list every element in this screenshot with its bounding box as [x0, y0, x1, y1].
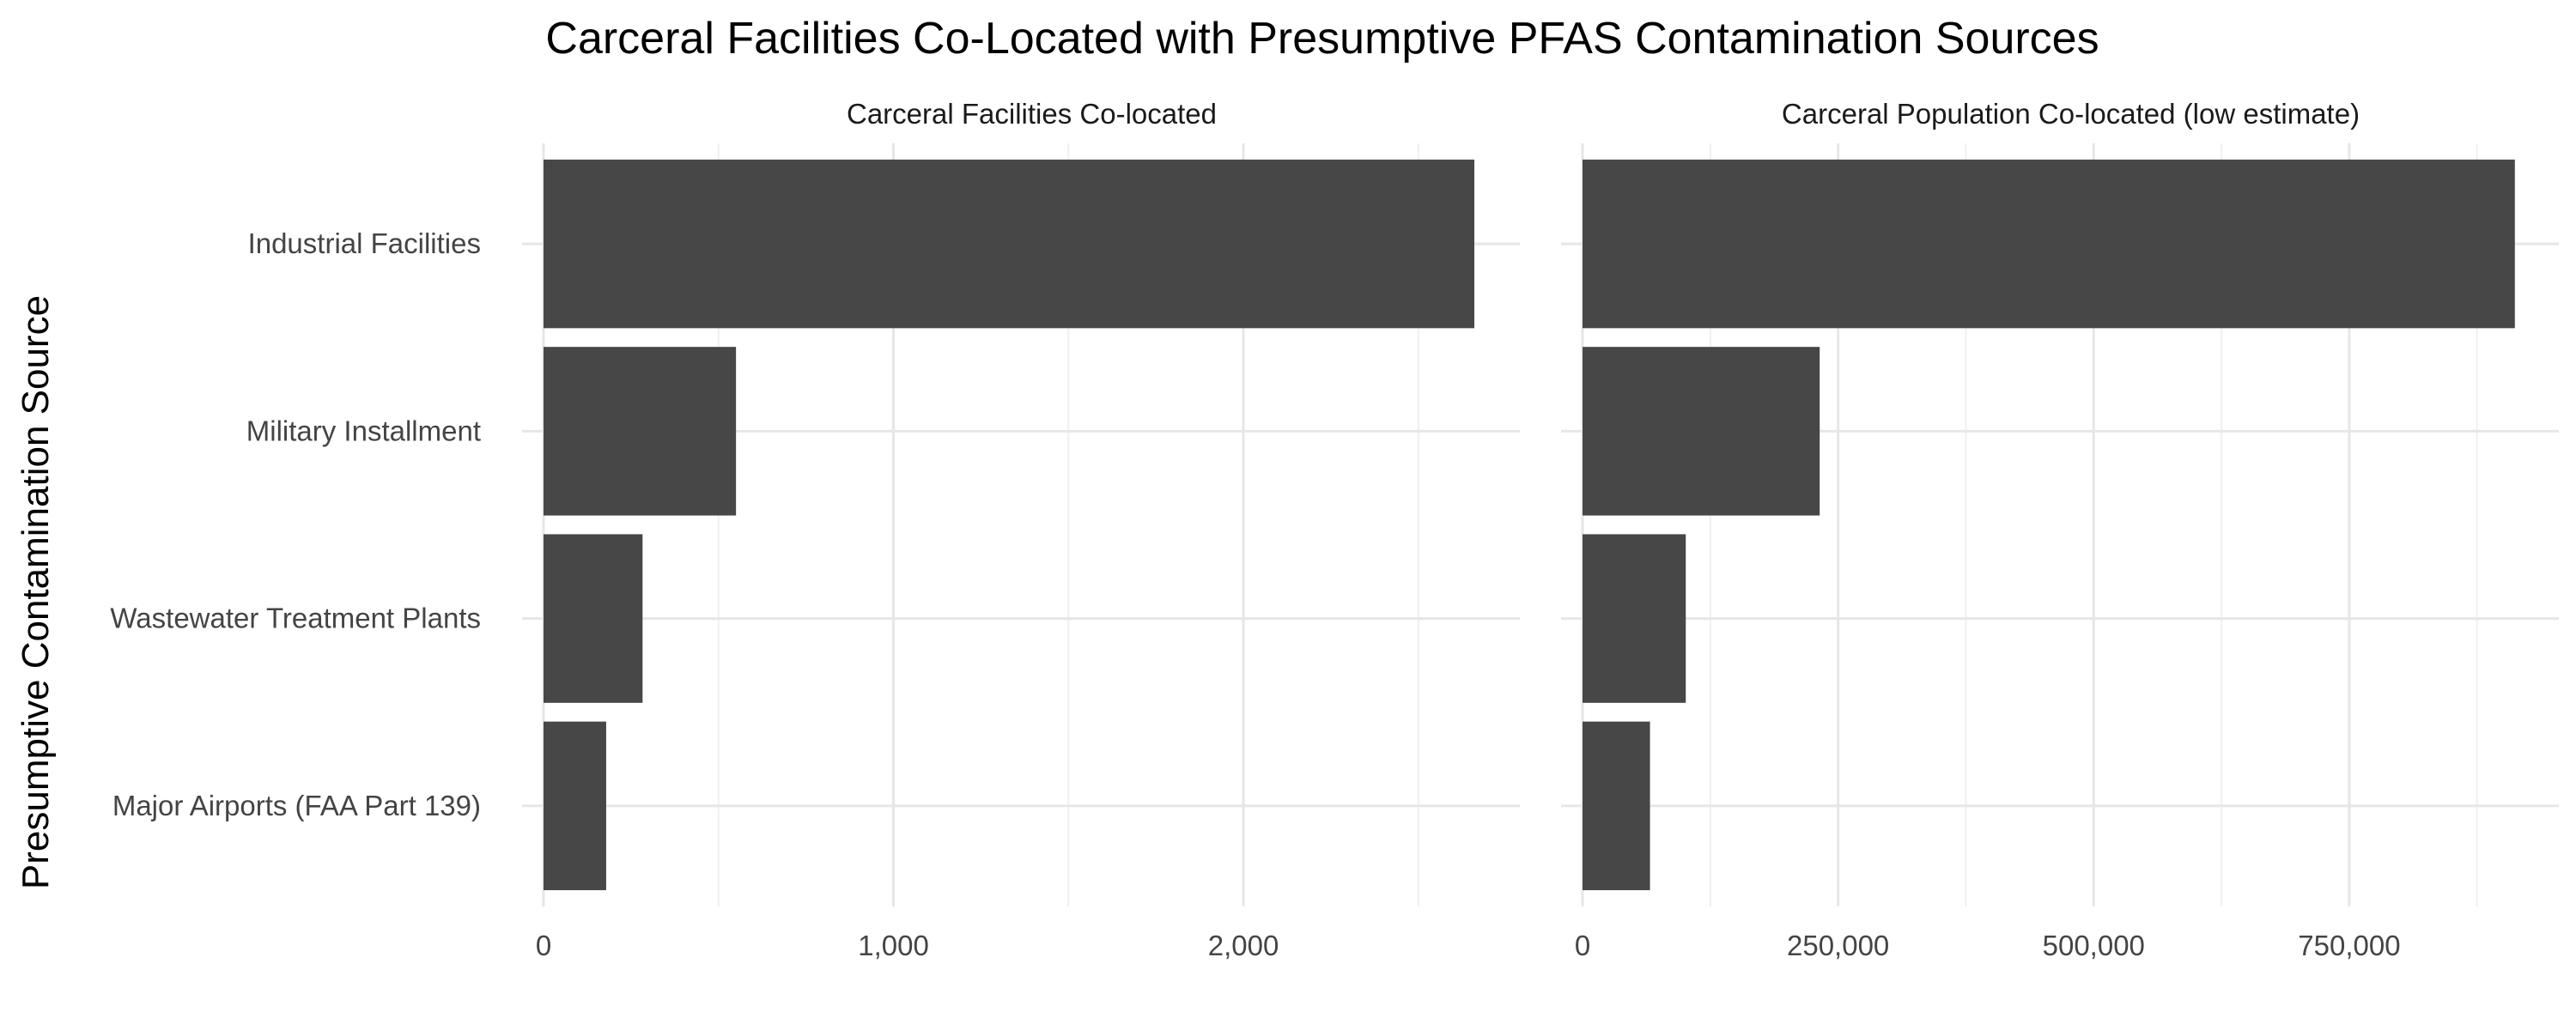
y-tick-label: Military Installment: [246, 415, 481, 446]
x-tick-label: 1,000: [858, 930, 929, 961]
y-tick-label: Industrial Facilities: [248, 227, 481, 259]
x-tick-label: 500,000: [2043, 930, 2145, 961]
bar-4: [1583, 721, 1650, 891]
x-tick-label: 250,000: [1787, 930, 1889, 961]
panel-1: 0 1,000 2,000 Carceral Facilities Co-locate…: [522, 98, 1520, 961]
bar-1: [544, 159, 1475, 329]
panel-title: Carceral Facilities Co-located: [847, 98, 1217, 130]
bar-3: [1583, 534, 1686, 703]
y-tick-label: Major Airports (FAA Part 139): [112, 790, 481, 821]
y-axis-title: Presumptive Contamination Source: [15, 295, 57, 889]
x-tick-label: 2,000: [1208, 930, 1279, 961]
panel-2: 0 250,000 500,000 750,000 Carceral Populatio…: [1561, 98, 2559, 961]
x-tick-label: 0: [1575, 930, 1590, 961]
bar-4: [544, 721, 606, 891]
bar-2: [544, 347, 737, 516]
bar-3: [544, 534, 643, 703]
panels: Industrial Facilities Military Installmen…: [110, 98, 2559, 961]
bar-1: [1583, 159, 2515, 329]
panel-title: Carceral Population Co-located (low esti…: [1782, 98, 2360, 130]
bar-2: [1583, 347, 1820, 516]
x-tick-label: 750,000: [2298, 930, 2400, 961]
x-tick-label: 0: [536, 930, 551, 961]
chart-title: Carceral Facilities Co-Located with Pres…: [545, 14, 2099, 64]
y-tick-label: Wastewater Treatment Plants: [110, 603, 481, 634]
